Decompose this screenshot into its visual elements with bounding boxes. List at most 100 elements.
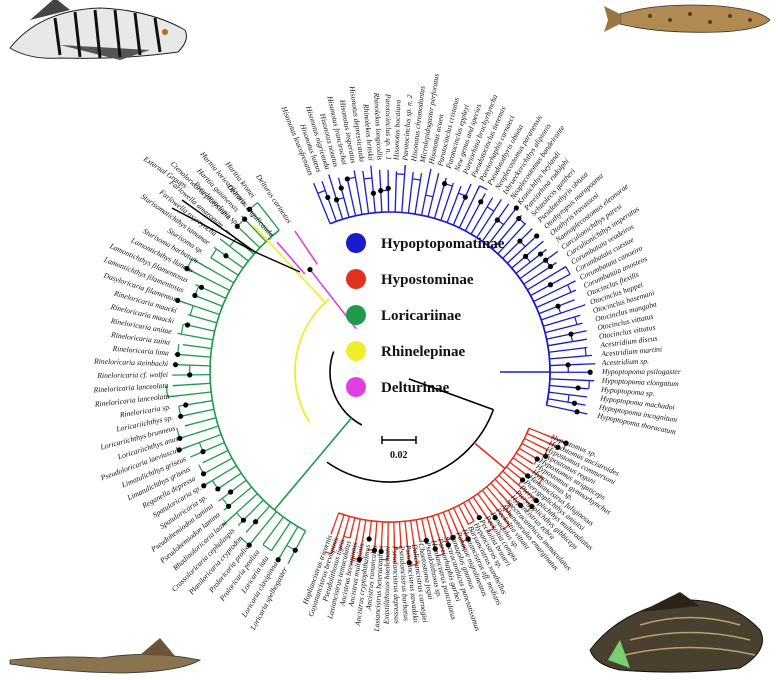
- tree-branch: [490, 199, 501, 216]
- support-node: [185, 322, 190, 327]
- tree-branch: [295, 531, 305, 550]
- tree-branch: [419, 537, 420, 542]
- tree-branch: [477, 216, 491, 237]
- support-node: [199, 285, 204, 290]
- fish-illustration-spotted-catfish: [604, 5, 770, 32]
- tree-branch: [549, 348, 585, 353]
- tree-branch: [314, 183, 318, 193]
- support-node: [325, 195, 330, 200]
- tree-branch: [568, 281, 576, 285]
- support-node: [424, 538, 429, 543]
- tree-branch: [363, 171, 364, 179]
- support-node: [175, 298, 180, 303]
- tree-branch: [569, 395, 587, 397]
- support-node: [555, 304, 560, 309]
- tree-branch: [568, 364, 595, 365]
- support-node: [568, 331, 573, 336]
- tree-branch: [194, 418, 216, 424]
- support-node: [466, 536, 471, 541]
- support-node: [574, 409, 579, 414]
- tree-branch: [467, 521, 469, 524]
- support-node: [367, 536, 372, 541]
- support-node: [478, 199, 483, 204]
- tree-branch: [562, 267, 566, 269]
- tree-branch: [181, 409, 214, 416]
- support-node: [175, 352, 180, 357]
- support-node: [588, 370, 593, 375]
- legend-label: Hypoptopomatinae: [381, 236, 505, 252]
- support-node: [576, 385, 581, 390]
- taxon-label: Rineloricaria cf. wolfei: [96, 370, 168, 380]
- tree-branch: [195, 295, 223, 306]
- tree-arc: [190, 306, 193, 316]
- support-node: [334, 197, 339, 202]
- tree-arc: [344, 536, 350, 538]
- support-node: [223, 253, 228, 258]
- support-node: [525, 473, 530, 478]
- tree-branch: [188, 325, 215, 331]
- support-node: [543, 454, 548, 459]
- legend-label: Hypostominae: [381, 272, 474, 288]
- legend-swatch: [346, 305, 366, 325]
- tree-arc: [263, 545, 272, 551]
- tree-arc: [566, 267, 570, 274]
- taxon-label: Hypoptopoma psilogaster: [601, 367, 681, 376]
- tree-arc: [412, 179, 420, 180]
- support-node: [339, 185, 344, 190]
- taxon-label: Rineloricaria lima: [111, 344, 169, 358]
- tree-branch: [173, 383, 210, 385]
- tree-branch: [471, 516, 474, 521]
- taxon-label: Rineloricaria steinbachi: [93, 357, 168, 369]
- tree-branch: [270, 517, 283, 534]
- tree-branch: [201, 287, 225, 298]
- tree-branch: [341, 188, 349, 217]
- tree-branch: [575, 315, 580, 317]
- tree-branch: [176, 365, 211, 366]
- tree-branch: [220, 239, 230, 247]
- tree-arc: [426, 195, 433, 197]
- tree-branch: [550, 274, 570, 285]
- support-node: [379, 549, 384, 554]
- support-node: [523, 254, 528, 259]
- support-node: [538, 251, 543, 256]
- tree-branch: [549, 357, 570, 359]
- fish-illustration-royal-pleco: [590, 592, 763, 672]
- tree-branch: [258, 202, 264, 210]
- tree-branch: [582, 305, 585, 306]
- support-node: [520, 477, 525, 482]
- tree-branch: [577, 323, 583, 324]
- support-node: [372, 548, 377, 553]
- tree-branch: [203, 443, 224, 452]
- tree-branch: [520, 229, 532, 241]
- fish-illustration-whiptail: [10, 638, 200, 673]
- support-node: [247, 207, 252, 212]
- tree-branch: [185, 424, 194, 426]
- tree-branch: [539, 306, 558, 313]
- support-node: [184, 266, 189, 271]
- tree-branch: [331, 528, 333, 534]
- tree-branch: [230, 246, 249, 261]
- support-node: [446, 542, 451, 547]
- legend-swatch: [346, 377, 366, 397]
- tree-branch: [573, 290, 576, 291]
- tree-branch: [358, 190, 362, 215]
- tree-arc: [318, 191, 326, 194]
- support-node: [563, 441, 568, 446]
- support-node: [386, 186, 391, 191]
- support-node: [192, 293, 197, 298]
- support-node: [293, 548, 298, 553]
- outgroup-branch: [255, 252, 300, 272]
- tree-branch: [548, 399, 575, 404]
- legend-label: Rhinelepinae: [381, 344, 466, 360]
- support-node: [548, 282, 553, 287]
- tree-arc: [480, 186, 488, 190]
- tree-branch: [184, 345, 212, 349]
- tree-arc: [568, 395, 569, 402]
- support-node: [555, 445, 560, 450]
- support-node: [357, 557, 362, 562]
- support-node: [228, 489, 233, 494]
- support-node: [187, 372, 192, 377]
- tree-branch: [231, 480, 247, 492]
- tree-branch: [190, 315, 217, 323]
